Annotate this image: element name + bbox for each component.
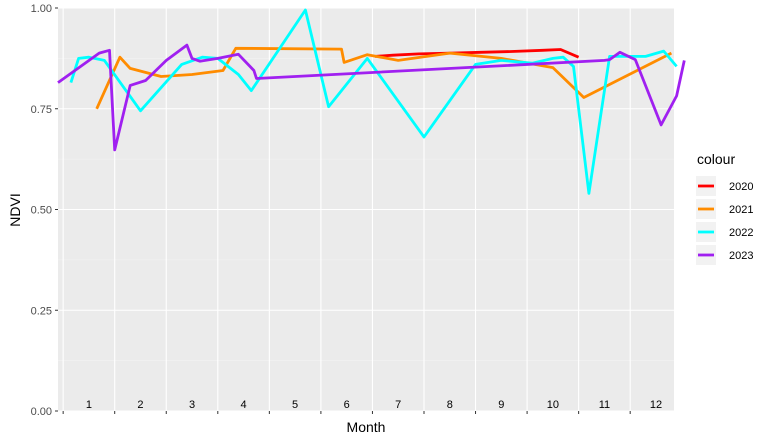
legend-title: colour xyxy=(697,151,735,167)
y-axis-title: NDVI xyxy=(7,193,23,226)
legend-items: 2020 2021 2022 2023 xyxy=(696,176,753,265)
month-label: 1 xyxy=(86,399,92,411)
legend-label: 2021 xyxy=(729,204,753,216)
y-tick-label: 1.00 xyxy=(31,3,52,15)
month-label: 3 xyxy=(189,399,195,411)
legend: colour 2020 2021 2022 2023 xyxy=(696,151,753,265)
series-layer xyxy=(57,8,686,195)
month-label: 8 xyxy=(447,399,453,411)
x-axis-title: Month xyxy=(347,419,386,435)
legend-label: 2022 xyxy=(729,227,753,239)
month-label: 9 xyxy=(498,399,504,411)
y-tick-label: 0.75 xyxy=(31,104,52,116)
series-line-2023 xyxy=(57,43,686,152)
month-label: 7 xyxy=(395,399,401,411)
month-label: 5 xyxy=(292,399,298,411)
month-label: 11 xyxy=(599,399,610,411)
y-tick-label: 0.00 xyxy=(31,406,52,418)
series-line-2020 xyxy=(374,48,580,59)
month-label-layer: 1 2 3 4 5 6 7 8 9 10 11 12 xyxy=(86,399,662,411)
legend-label: 2023 xyxy=(729,250,753,262)
grid-layer xyxy=(58,7,674,412)
month-label: 6 xyxy=(344,399,350,411)
series-line-2022 xyxy=(69,8,678,195)
month-label: 10 xyxy=(547,399,559,411)
legend-label: 2020 xyxy=(729,181,753,193)
month-label: 12 xyxy=(650,399,662,411)
month-label: 2 xyxy=(137,399,143,411)
month-label: 4 xyxy=(241,399,247,411)
axis-layer: 0.00 0.25 0.50 0.75 1.00 xyxy=(31,3,631,418)
y-tick-label: 0.25 xyxy=(31,305,52,317)
y-tick-label: 0.50 xyxy=(31,205,52,217)
